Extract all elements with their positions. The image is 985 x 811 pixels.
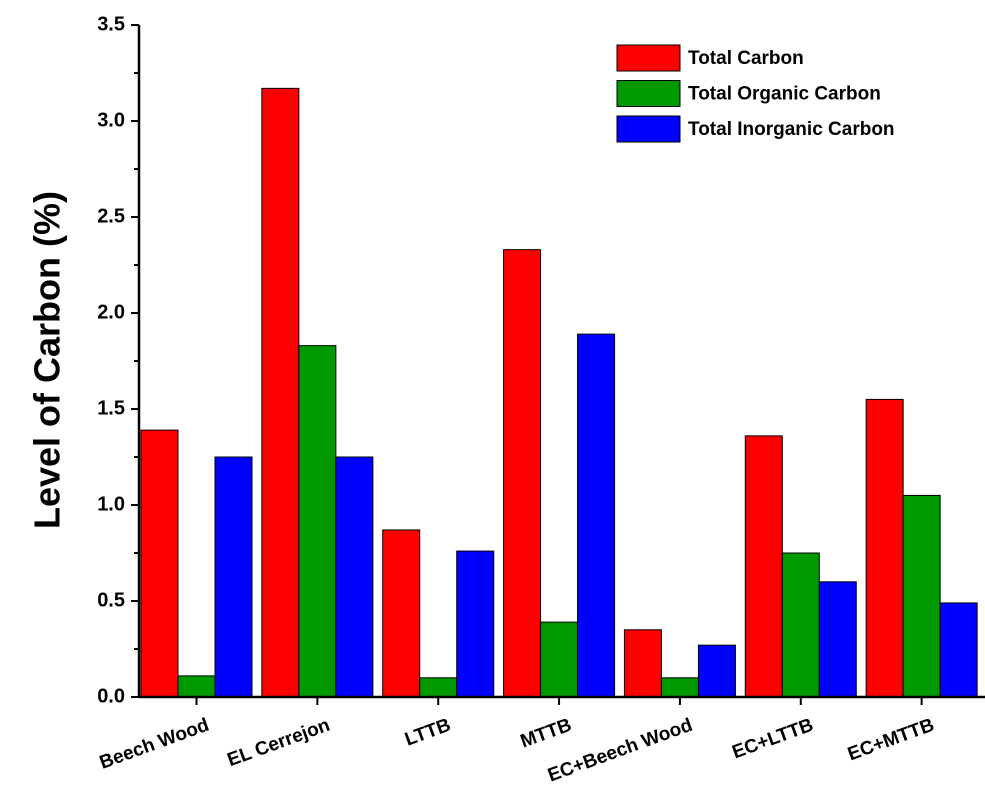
- bar: [419, 677, 458, 698]
- y-tick-label: 2.5: [97, 205, 125, 227]
- x-tick-label: MTTB: [518, 715, 575, 753]
- y-tick-label: 1.0: [97, 493, 125, 515]
- legend-label: Total Inorganic Carbon: [688, 119, 895, 140]
- y-tick-label: 0.5: [97, 589, 125, 611]
- bar: [335, 456, 374, 698]
- bar: [177, 675, 216, 698]
- y-axis-title: Level of Carbon (%): [27, 191, 68, 529]
- y-tick-label: 2.0: [97, 301, 125, 323]
- bar: [540, 621, 579, 698]
- bar: [865, 398, 904, 698]
- y-tick-label: 0.0: [97, 685, 125, 707]
- legend-swatch: [616, 44, 681, 72]
- bar: [261, 87, 300, 698]
- x-tick-label: EC+LTTB: [730, 715, 817, 764]
- legend-label: Total Carbon: [688, 48, 804, 69]
- bar: [623, 629, 662, 698]
- bar: [939, 602, 978, 698]
- bar: [818, 581, 857, 698]
- bar: [503, 249, 542, 698]
- legend-label: Total Organic Carbon: [688, 84, 881, 105]
- y-tick-label: 3.5: [97, 13, 125, 35]
- bar: [140, 429, 179, 698]
- x-tick-label: LTTB: [402, 715, 453, 751]
- x-tick-label: EC+MTTB: [845, 715, 937, 766]
- bar: [298, 345, 337, 698]
- bar: [214, 456, 253, 698]
- bar: [382, 529, 421, 698]
- bar: [697, 644, 736, 698]
- bar: [744, 435, 783, 698]
- x-tick-label: EL Cerrejon: [225, 715, 333, 771]
- y-tick-label: 3.0: [97, 109, 125, 131]
- bar: [456, 550, 495, 698]
- y-tick-label: 1.5: [97, 397, 125, 419]
- legend-swatch: [616, 115, 681, 143]
- bar: [660, 677, 699, 698]
- x-tick-label: Beech Wood: [97, 715, 212, 774]
- bar: [577, 333, 616, 698]
- legend-swatch: [616, 80, 681, 107]
- bar: [902, 494, 941, 698]
- bar: [781, 552, 820, 698]
